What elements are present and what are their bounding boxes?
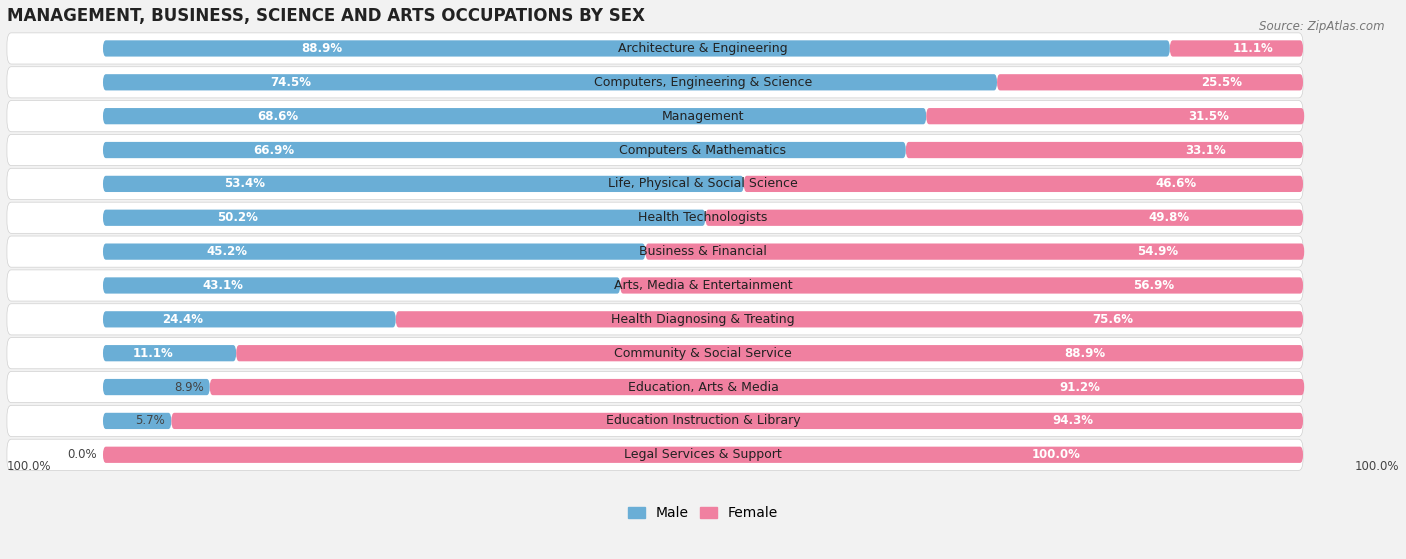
FancyBboxPatch shape	[7, 236, 1303, 267]
Text: 94.3%: 94.3%	[1052, 414, 1094, 428]
Text: 46.6%: 46.6%	[1156, 177, 1197, 191]
Text: Education Instruction & Library: Education Instruction & Library	[606, 414, 800, 428]
Text: Life, Physical & Social Science: Life, Physical & Social Science	[609, 177, 797, 191]
Text: Arts, Media & Entertainment: Arts, Media & Entertainment	[613, 279, 793, 292]
Text: Health Diagnosing & Treating: Health Diagnosing & Treating	[612, 313, 794, 326]
Text: Education, Arts & Media: Education, Arts & Media	[627, 381, 779, 394]
FancyBboxPatch shape	[103, 447, 1303, 463]
FancyBboxPatch shape	[103, 108, 927, 124]
FancyBboxPatch shape	[7, 405, 1303, 437]
FancyBboxPatch shape	[103, 176, 744, 192]
FancyBboxPatch shape	[103, 210, 706, 226]
FancyBboxPatch shape	[1170, 40, 1303, 56]
Text: 49.8%: 49.8%	[1149, 211, 1189, 224]
Text: 53.4%: 53.4%	[225, 177, 266, 191]
Text: Legal Services & Support: Legal Services & Support	[624, 448, 782, 461]
FancyBboxPatch shape	[395, 311, 1303, 328]
Text: Computers, Engineering & Science: Computers, Engineering & Science	[593, 76, 813, 89]
FancyBboxPatch shape	[103, 40, 1170, 56]
FancyBboxPatch shape	[209, 379, 1305, 395]
FancyBboxPatch shape	[997, 74, 1303, 91]
Text: Computers & Mathematics: Computers & Mathematics	[620, 144, 786, 157]
FancyBboxPatch shape	[103, 74, 997, 91]
Text: 5.7%: 5.7%	[135, 414, 166, 428]
Text: Management: Management	[662, 110, 744, 122]
Text: 66.9%: 66.9%	[253, 144, 295, 157]
Text: 100.0%: 100.0%	[1032, 448, 1081, 461]
FancyBboxPatch shape	[236, 345, 1303, 361]
FancyBboxPatch shape	[172, 413, 1303, 429]
Text: 33.1%: 33.1%	[1185, 144, 1226, 157]
FancyBboxPatch shape	[103, 277, 620, 293]
Text: 50.2%: 50.2%	[218, 211, 259, 224]
Text: 74.5%: 74.5%	[270, 76, 311, 89]
Text: 56.9%: 56.9%	[1133, 279, 1174, 292]
Text: 11.1%: 11.1%	[1232, 42, 1272, 55]
Text: MANAGEMENT, BUSINESS, SCIENCE AND ARTS OCCUPATIONS BY SEX: MANAGEMENT, BUSINESS, SCIENCE AND ARTS O…	[7, 7, 645, 25]
FancyBboxPatch shape	[103, 345, 236, 361]
Text: 25.5%: 25.5%	[1201, 76, 1241, 89]
FancyBboxPatch shape	[103, 142, 905, 158]
Text: 100.0%: 100.0%	[7, 461, 52, 473]
FancyBboxPatch shape	[7, 33, 1303, 64]
FancyBboxPatch shape	[103, 413, 172, 429]
FancyBboxPatch shape	[7, 101, 1303, 132]
FancyBboxPatch shape	[7, 338, 1303, 369]
Text: Business & Financial: Business & Financial	[640, 245, 766, 258]
FancyBboxPatch shape	[7, 168, 1303, 200]
Text: 11.1%: 11.1%	[134, 347, 174, 359]
Text: Community & Social Service: Community & Social Service	[614, 347, 792, 359]
Legend: Male, Female: Male, Female	[623, 501, 783, 526]
Text: Architecture & Engineering: Architecture & Engineering	[619, 42, 787, 55]
Text: 88.9%: 88.9%	[1064, 347, 1105, 359]
FancyBboxPatch shape	[103, 244, 645, 260]
Text: 24.4%: 24.4%	[162, 313, 202, 326]
Text: 8.9%: 8.9%	[174, 381, 204, 394]
Text: 68.6%: 68.6%	[257, 110, 298, 122]
Text: 54.9%: 54.9%	[1137, 245, 1178, 258]
Text: 100.0%: 100.0%	[1354, 461, 1399, 473]
FancyBboxPatch shape	[744, 176, 1303, 192]
FancyBboxPatch shape	[7, 439, 1303, 470]
Text: 75.6%: 75.6%	[1092, 313, 1133, 326]
FancyBboxPatch shape	[7, 372, 1303, 402]
FancyBboxPatch shape	[905, 142, 1303, 158]
Text: 0.0%: 0.0%	[67, 448, 97, 461]
Text: 31.5%: 31.5%	[1188, 110, 1229, 122]
FancyBboxPatch shape	[927, 108, 1305, 124]
FancyBboxPatch shape	[7, 270, 1303, 301]
FancyBboxPatch shape	[103, 311, 395, 328]
Text: 43.1%: 43.1%	[202, 279, 243, 292]
FancyBboxPatch shape	[645, 244, 1305, 260]
FancyBboxPatch shape	[103, 379, 209, 395]
Text: 91.2%: 91.2%	[1059, 381, 1099, 394]
FancyBboxPatch shape	[7, 202, 1303, 233]
FancyBboxPatch shape	[7, 304, 1303, 335]
Text: Source: ZipAtlas.com: Source: ZipAtlas.com	[1260, 20, 1385, 32]
FancyBboxPatch shape	[706, 210, 1303, 226]
Text: Health Technologists: Health Technologists	[638, 211, 768, 224]
Text: 45.2%: 45.2%	[207, 245, 247, 258]
FancyBboxPatch shape	[7, 67, 1303, 98]
Text: 88.9%: 88.9%	[301, 42, 342, 55]
FancyBboxPatch shape	[7, 135, 1303, 165]
FancyBboxPatch shape	[620, 277, 1303, 293]
